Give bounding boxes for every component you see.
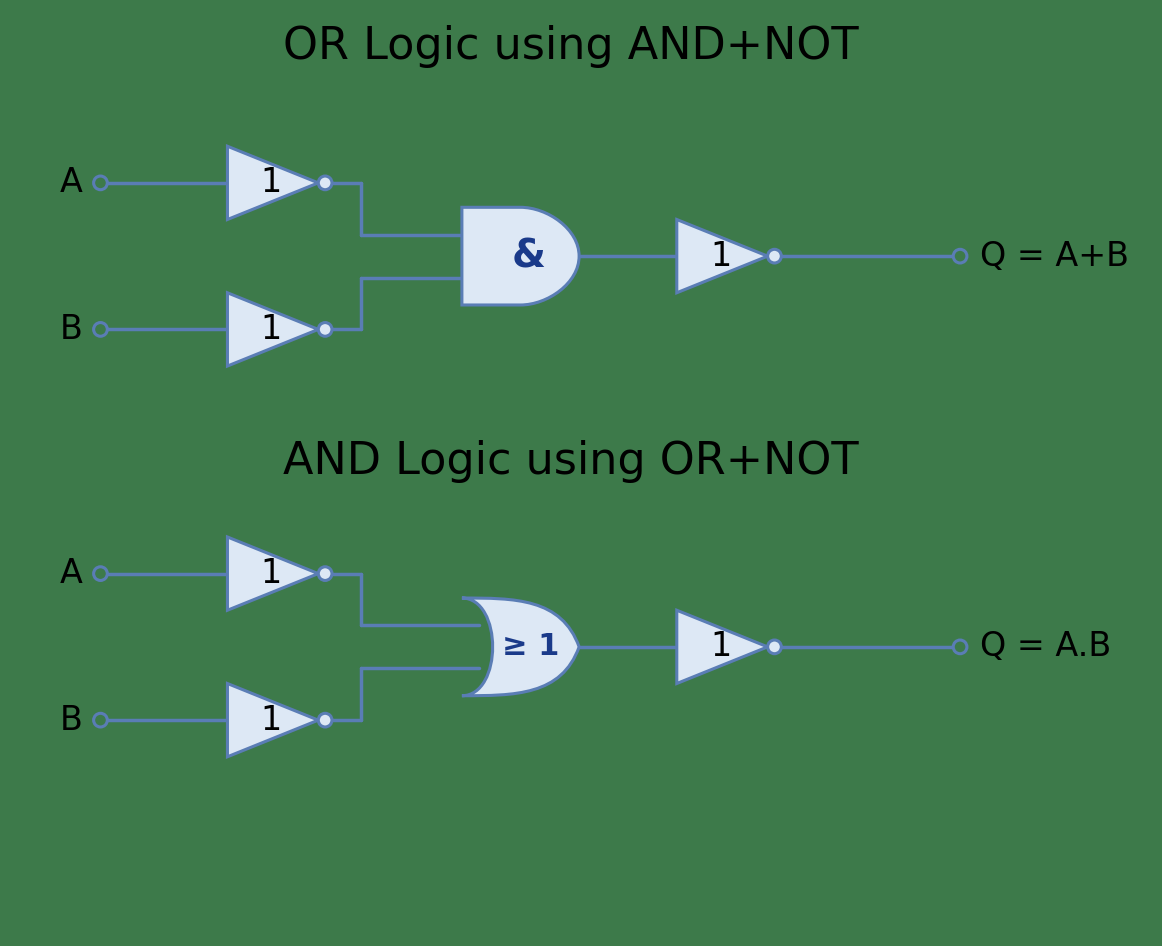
Circle shape bbox=[94, 567, 107, 581]
Text: 1: 1 bbox=[710, 630, 731, 663]
Text: A: A bbox=[60, 166, 83, 200]
Circle shape bbox=[94, 323, 107, 336]
Circle shape bbox=[318, 323, 332, 336]
Text: 1: 1 bbox=[260, 313, 282, 346]
Circle shape bbox=[768, 250, 781, 263]
Circle shape bbox=[953, 250, 967, 263]
Text: &: & bbox=[511, 237, 545, 275]
Circle shape bbox=[768, 640, 781, 654]
Text: AND Logic using OR+NOT: AND Logic using OR+NOT bbox=[282, 440, 858, 482]
Circle shape bbox=[318, 567, 332, 581]
Text: A: A bbox=[60, 557, 83, 590]
Text: ≥ 1: ≥ 1 bbox=[502, 632, 559, 661]
PathPatch shape bbox=[461, 598, 579, 695]
Polygon shape bbox=[228, 537, 318, 610]
Text: OR Logic using AND+NOT: OR Logic using AND+NOT bbox=[282, 25, 858, 67]
Polygon shape bbox=[228, 684, 318, 757]
Circle shape bbox=[94, 176, 107, 190]
Polygon shape bbox=[228, 147, 318, 219]
Polygon shape bbox=[676, 219, 768, 292]
Circle shape bbox=[94, 713, 107, 727]
Circle shape bbox=[953, 640, 967, 654]
Text: 1: 1 bbox=[260, 166, 282, 200]
Text: 1: 1 bbox=[710, 239, 731, 272]
Polygon shape bbox=[676, 610, 768, 684]
Polygon shape bbox=[228, 292, 318, 366]
Text: B: B bbox=[60, 313, 83, 346]
Circle shape bbox=[318, 176, 332, 190]
Text: B: B bbox=[60, 704, 83, 737]
Text: Q = A+B: Q = A+B bbox=[980, 239, 1128, 272]
Text: 1: 1 bbox=[260, 557, 282, 590]
PathPatch shape bbox=[461, 207, 579, 305]
Text: Q = A.B: Q = A.B bbox=[980, 630, 1111, 663]
Text: 1: 1 bbox=[260, 704, 282, 737]
Circle shape bbox=[318, 713, 332, 727]
